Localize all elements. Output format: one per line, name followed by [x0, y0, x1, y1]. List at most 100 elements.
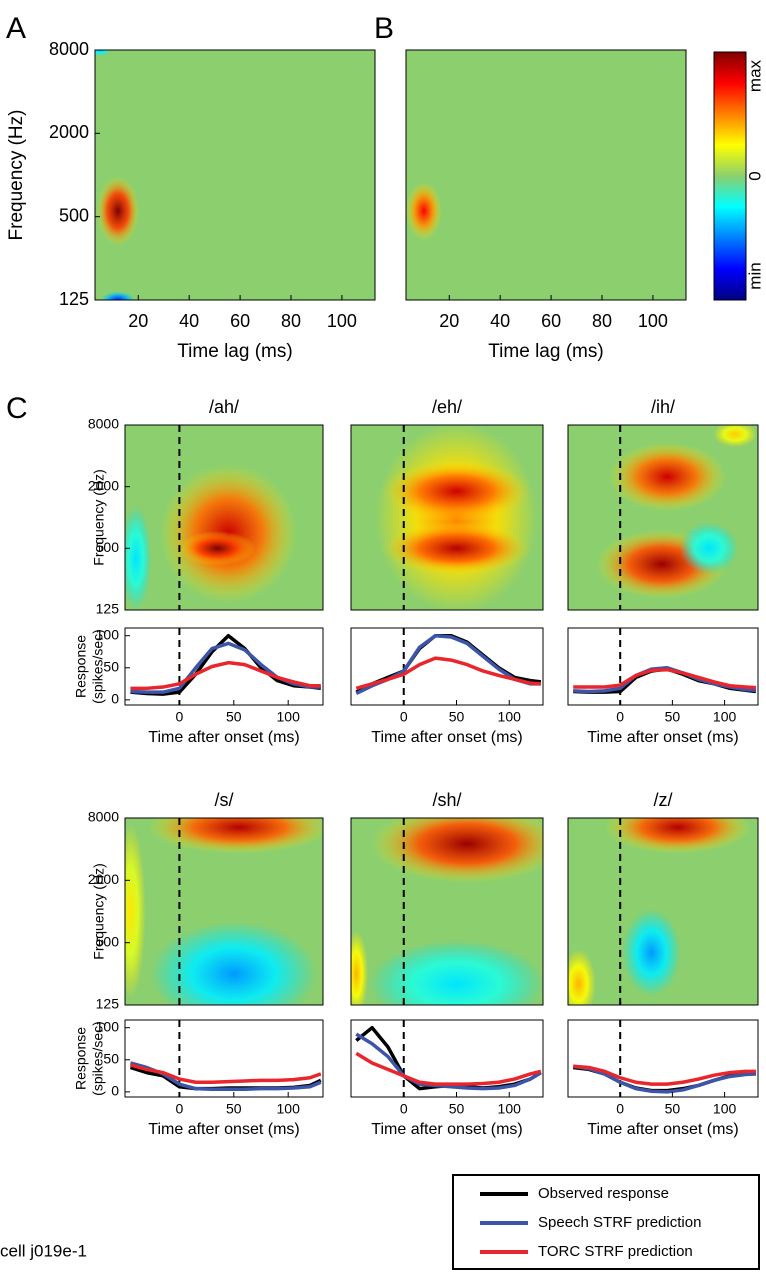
series-line — [355, 1032, 542, 1091]
heat-blob — [351, 930, 369, 1005]
x-tick-label: 0 — [400, 709, 408, 725]
plot-content — [406, 181, 442, 241]
colorbar — [713, 51, 747, 301]
series-line — [572, 1064, 757, 1094]
y-tick-label: 8000 — [49, 39, 89, 59]
panel-label: B — [374, 12, 394, 45]
x-tick-label: 0 — [175, 709, 183, 725]
x-tick-label: 50 — [665, 1101, 681, 1117]
heat-blob — [604, 818, 751, 854]
series-line — [129, 1063, 322, 1084]
x-axis-label: Time lag (ms) — [488, 341, 603, 362]
series-line — [130, 641, 321, 694]
y-axis-label: Frequency (Hz) — [91, 469, 107, 565]
x-tick-label: 60 — [541, 311, 561, 331]
plot: 0 50 100 Time after onset (ms) — [567, 627, 759, 746]
plot-frame — [350, 627, 544, 706]
plot-content — [355, 1020, 542, 1097]
x-tick-label: 100 — [277, 1101, 301, 1117]
plot-frame — [350, 424, 544, 611]
plot-content — [129, 1020, 322, 1097]
plot-area — [125, 1020, 323, 1097]
x-axis-label: Time after onset (ms) — [587, 1121, 738, 1138]
heat-blob — [382, 522, 531, 575]
plot-frame — [124, 424, 324, 611]
y-tick-label: 125 — [96, 601, 120, 617]
plot-content — [351, 818, 543, 1005]
y-tick-label: 2000 — [49, 122, 89, 142]
y-tick-label: 8000 — [88, 416, 119, 432]
colorbar-label: min — [745, 262, 764, 289]
plot-area — [351, 628, 543, 705]
chart-title: /ah/ — [209, 397, 239, 417]
heat-blob — [125, 824, 146, 999]
heat-blob — [179, 531, 256, 566]
legend-label: Speech STRF prediction — [538, 1214, 701, 1231]
heat-blob — [371, 818, 543, 884]
x-tick-label: 0 — [400, 1101, 408, 1117]
y-tick-label: 8000 — [88, 809, 119, 825]
x-tick-label: 20 — [439, 311, 459, 331]
plot-frame — [350, 1019, 544, 1098]
y-tick-label: 50 — [103, 1050, 119, 1066]
plot: 0 50 100 Time after onset (ms) — [567, 1019, 759, 1138]
heat-blob — [96, 175, 140, 246]
x-tick-label: 0 — [175, 1101, 183, 1117]
plot-frame — [567, 1019, 759, 1098]
series-line — [355, 1051, 542, 1086]
x-tick-label: 50 — [665, 709, 681, 725]
plot-content — [95, 50, 140, 300]
heat-blob — [568, 948, 596, 1005]
series-line — [355, 656, 541, 691]
chart-title: /ih/ — [651, 397, 675, 417]
x-tick-label: 50 — [449, 709, 465, 725]
heat-blob — [713, 425, 757, 448]
plot-frame — [124, 627, 324, 706]
plot: 0 50 100 Time after onset (ms) — [350, 1019, 544, 1138]
heat-blob — [147, 818, 323, 854]
plot-frame — [124, 1019, 324, 1098]
colorbar-label: max — [745, 59, 764, 92]
y-axis-label: (spikes/sec) — [90, 629, 106, 704]
y-tick-label: 500 — [96, 933, 120, 949]
y-axis-label: Response — [73, 635, 89, 698]
plot-area — [95, 50, 375, 300]
y-tick-label: 2000 — [88, 477, 119, 493]
plot-content — [568, 818, 751, 1005]
plot: /z/ — [567, 790, 759, 1006]
x-tick-label: 0 — [616, 1101, 624, 1117]
plot-content — [130, 628, 322, 705]
x-tick-label: 50 — [226, 709, 242, 725]
plot-frame — [405, 49, 687, 301]
y-tick-label: 2000 — [88, 871, 119, 887]
plot-frame — [94, 49, 376, 301]
chart-title: /eh/ — [432, 397, 462, 417]
footnote: cell j019e-1 — [0, 1241, 87, 1260]
series-line — [573, 1064, 756, 1086]
plot: 125 500 2000 8000/ah/Frequency (Hz) — [88, 397, 324, 617]
legend-label: Observed response — [538, 1185, 669, 1202]
y-tick-label: 125 — [59, 289, 89, 309]
plot: /eh/ — [350, 397, 544, 611]
heat-blob — [95, 50, 111, 56]
x-tick-label: 40 — [490, 311, 510, 331]
x-axis-label: Time after onset (ms) — [148, 1121, 299, 1138]
chart-title: /sh/ — [432, 790, 461, 810]
y-axis-label: (spikes/sec) — [90, 1021, 106, 1096]
heat-blob — [608, 442, 726, 512]
plot: 0 50 100 Time after onset (ms) — [350, 627, 544, 746]
plot: 0 50 100 0 50 100 Time after onset (ms) Respons… — [73, 1018, 324, 1138]
heat-blob — [622, 909, 681, 997]
x-tick-label: 20 — [128, 311, 148, 331]
plot-frame — [350, 817, 544, 1006]
chart-title: /z/ — [653, 790, 672, 810]
x-tick-label: 40 — [179, 311, 199, 331]
panel-label: C — [6, 392, 28, 425]
plot-content — [572, 1020, 757, 1097]
y-tick-label: 50 — [103, 658, 119, 674]
plot-frame — [567, 627, 759, 706]
plot-area — [406, 50, 686, 300]
heat-blob — [150, 921, 318, 1005]
x-axis-label: Time after onset (ms) — [371, 729, 522, 746]
